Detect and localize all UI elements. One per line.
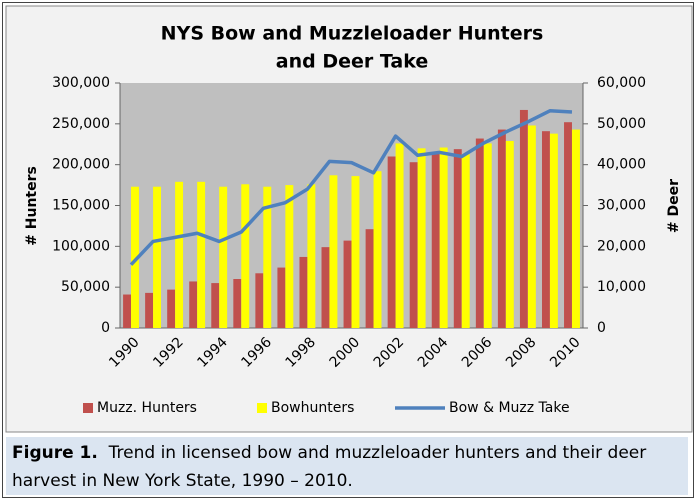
y-tick-label: 50,000 <box>61 279 110 295</box>
bar <box>431 152 440 328</box>
bar <box>475 138 484 328</box>
legend-swatch <box>257 403 267 413</box>
bar <box>175 181 184 328</box>
bar <box>241 184 250 328</box>
bar <box>497 129 506 328</box>
bar <box>321 247 330 328</box>
bar <box>439 147 448 328</box>
bar <box>263 186 272 328</box>
bar <box>299 256 308 328</box>
y2-axis-label: # Deer <box>666 179 682 233</box>
legend-label: Bow & Muzz Take <box>449 400 570 416</box>
caption: Figure 1. Trend in licensed bow and muzz… <box>6 437 688 495</box>
bar <box>255 273 264 328</box>
bar <box>409 162 418 328</box>
bar <box>541 131 550 328</box>
y-axis-label: # Hunters <box>24 166 40 246</box>
chart-title: and Deer Take <box>276 51 428 73</box>
bar <box>571 129 580 328</box>
bar <box>417 148 426 328</box>
legend-swatch <box>83 403 93 413</box>
chart-title: NYS Bow and Muzzleloader Hunters <box>161 23 544 45</box>
y2-tick-label: 10,000 <box>597 279 646 295</box>
y2-tick-label: 60,000 <box>597 75 646 91</box>
bar <box>505 140 514 328</box>
y-tick-label: 250,000 <box>52 116 110 132</box>
y2-tick-label: 30,000 <box>597 198 646 214</box>
bar <box>145 292 154 328</box>
bar <box>211 283 220 328</box>
bar <box>395 143 404 328</box>
y2-tick-label: 0 <box>597 320 606 336</box>
legend-label: Bowhunters <box>271 400 354 416</box>
bar <box>219 186 228 328</box>
bar <box>343 240 352 328</box>
bar <box>527 125 536 328</box>
bar <box>549 133 558 328</box>
bar <box>329 175 338 328</box>
bar <box>453 149 462 328</box>
bar <box>285 185 294 328</box>
bar <box>197 181 206 328</box>
caption-text: Trend in licensed bow and muzzleloader h… <box>12 443 647 491</box>
bar <box>153 186 162 328</box>
y-tick-label: 150,000 <box>52 198 110 214</box>
bar <box>387 156 396 328</box>
y-tick-label: 300,000 <box>52 75 110 91</box>
y-tick-label: 0 <box>101 320 110 336</box>
bar <box>131 186 139 328</box>
y2-tick-label: 50,000 <box>597 116 646 132</box>
chart: NYS Bow and Muzzleloader Hunters and Dee… <box>5 5 693 433</box>
y-tick-label: 200,000 <box>52 157 110 173</box>
y-tick-label: 100,000 <box>52 238 110 254</box>
bar <box>373 171 382 328</box>
y2-tick-label: 40,000 <box>597 157 646 173</box>
bar <box>519 109 528 328</box>
legend-label: Muzz. Hunters <box>97 400 197 416</box>
y2-tick-label: 20,000 <box>597 238 646 254</box>
line <box>129 109 573 266</box>
bar <box>233 279 242 328</box>
caption-label: Figure 1. <box>12 443 98 463</box>
bar <box>189 281 198 328</box>
bar <box>564 122 572 328</box>
bar <box>351 176 360 328</box>
bar <box>277 267 286 328</box>
bar <box>483 143 492 328</box>
bar <box>123 294 132 328</box>
bar <box>461 154 470 328</box>
bar <box>365 229 374 328</box>
bar <box>307 184 316 328</box>
bar <box>167 289 176 328</box>
frame <box>2 2 694 498</box>
